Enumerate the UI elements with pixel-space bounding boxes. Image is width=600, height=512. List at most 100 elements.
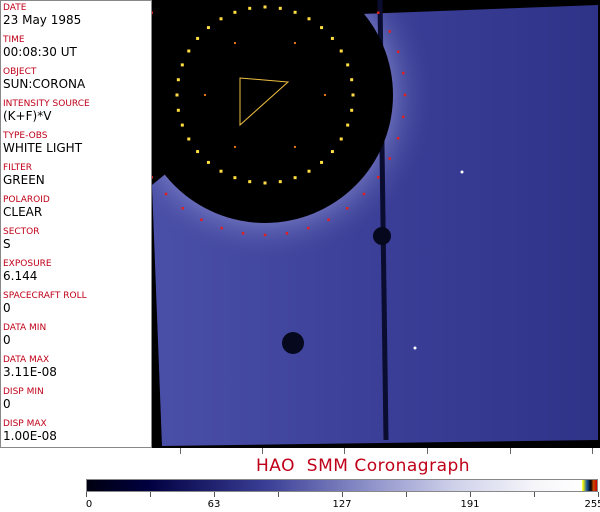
colorbar-tick-label: 63 (207, 499, 221, 510)
field-label: DATA MIN (3, 323, 47, 333)
colorbar-tick (150, 492, 151, 497)
field-value: GREEN (3, 173, 45, 187)
field-exposure: EXPOSURE 6.144 (1, 257, 151, 289)
fiducial-dot (234, 145, 236, 148)
field-value: 0 (3, 301, 11, 315)
fiducial-dot (396, 50, 400, 53)
fiducial-dots (152, 5, 407, 237)
fiducial-dot (320, 160, 324, 164)
field-value: 0 (3, 397, 11, 411)
field-sector: SECTOR S (1, 225, 151, 257)
color-bar (86, 479, 598, 492)
fiducial-dot (388, 157, 391, 160)
field-label: SECTOR (3, 227, 40, 237)
fiducial-dot (307, 17, 311, 21)
field-disp-max: DISP MAX 1.00E-08 (1, 417, 151, 449)
fiducial-dot (293, 10, 297, 14)
fiducial-dot (307, 226, 310, 230)
fiducial-dot (402, 71, 405, 75)
axis-tick (344, 448, 345, 454)
sun-outline-marker (239, 77, 290, 127)
colorbar-tick (406, 492, 407, 497)
fiducial-dot (219, 17, 223, 21)
fiducial-dot (402, 115, 405, 119)
fiducial-dot (324, 94, 326, 96)
bright-point (460, 170, 464, 174)
fiducial-dot (346, 63, 350, 67)
field-time: TIME 00:08:30 UT (1, 33, 151, 65)
field-value: WHITE LIGHT (3, 141, 83, 155)
field-label: INTENSITY SOURCE (3, 99, 90, 109)
axis-tick (510, 448, 511, 454)
fiducial-dot (330, 36, 334, 40)
instrument-title: HAO SMM Coronagraph (256, 456, 471, 476)
field-label: SPACECRAFT ROLL (3, 291, 87, 301)
fiducial-dot (220, 226, 223, 230)
fiducial-dot (388, 30, 391, 33)
field-label: TIME (3, 35, 25, 45)
fiducial-dot (294, 145, 296, 148)
field-data-min: DATA MIN 0 (1, 321, 151, 353)
fiducial-dot (350, 108, 354, 112)
fiducial-dot (241, 232, 245, 235)
colorbar-tick (598, 492, 599, 497)
fiducial-dot (187, 137, 191, 141)
metadata-panel: DATE 23 May 1985 TIME 00:08:30 UT OBJECT SUN:… (0, 0, 152, 448)
axis-tick (427, 448, 428, 454)
fiducial-dot (350, 78, 354, 82)
field-value: (K+F)*V (3, 109, 52, 123)
fiducial-dot (351, 93, 355, 97)
fiducial-dot (234, 42, 236, 45)
fiducial-dot (219, 169, 223, 173)
field-label: DATA MAX (3, 355, 50, 365)
field-label: EXPOSURE (3, 259, 52, 269)
colorbar-tick (534, 492, 535, 497)
fiducial-dot (377, 176, 380, 179)
field-value: 6.144 (3, 269, 38, 283)
fiducial-dot (176, 108, 180, 112)
field-label: POLAROID (3, 195, 50, 205)
fiducial-dot (263, 5, 267, 9)
fiducial-dot (180, 63, 184, 67)
axis-tick (262, 448, 263, 454)
field-value: 1.00E-08 (3, 429, 57, 443)
fiducial-dot (362, 192, 366, 196)
field-filter: FILTER GREEN (1, 161, 151, 193)
fiducial-dot (248, 180, 252, 184)
field-value: 3.11E-08 (3, 365, 57, 379)
colorbar-tick-label: 0 (85, 499, 93, 510)
fiducial-dot (339, 137, 343, 141)
field-value: 23 May 1985 (3, 13, 82, 27)
fiducial-dot (175, 93, 179, 97)
fiducial-dot (206, 26, 210, 30)
field-data-max: DATA MAX 3.11E-08 (1, 353, 151, 385)
field-intensity-source: INTENSITY SOURCE (K+F)*V (1, 97, 151, 129)
colorbar-tick-label: 127 (332, 499, 352, 510)
axis-tick (592, 448, 593, 454)
colorbar-tick (470, 492, 471, 497)
fiducial-dot (278, 180, 282, 184)
fiducial-dot (307, 169, 311, 173)
colorbar-tick-label: 255 (584, 499, 600, 510)
fiducial-dot (200, 218, 203, 221)
fiducial-dot (233, 10, 237, 14)
colorbar-tick (86, 492, 87, 497)
field-value: 00:08:30 UT (3, 45, 77, 59)
field-value: S (3, 237, 11, 251)
fiducial-dot (346, 207, 349, 210)
field-disp-min: DISP MIN 0 (1, 385, 151, 417)
fiducial-dot (403, 93, 407, 97)
colorbar-tick (278, 492, 279, 497)
fiducial-dot (293, 176, 297, 180)
fiducial-dot (396, 137, 400, 140)
fiducial-dot (180, 123, 184, 127)
fiducial-dot (196, 36, 200, 40)
fiducial-dot (320, 26, 324, 30)
field-label: DATE (3, 3, 27, 13)
fiducial-dot (339, 49, 343, 53)
fiducial-dot (181, 207, 184, 210)
field-label: TYPE-OBS (3, 131, 48, 141)
field-spacecraft-roll: SPACECRAFT ROLL 0 (1, 289, 151, 321)
fiducial-dot (263, 233, 267, 237)
fiducial-dot (294, 42, 296, 45)
